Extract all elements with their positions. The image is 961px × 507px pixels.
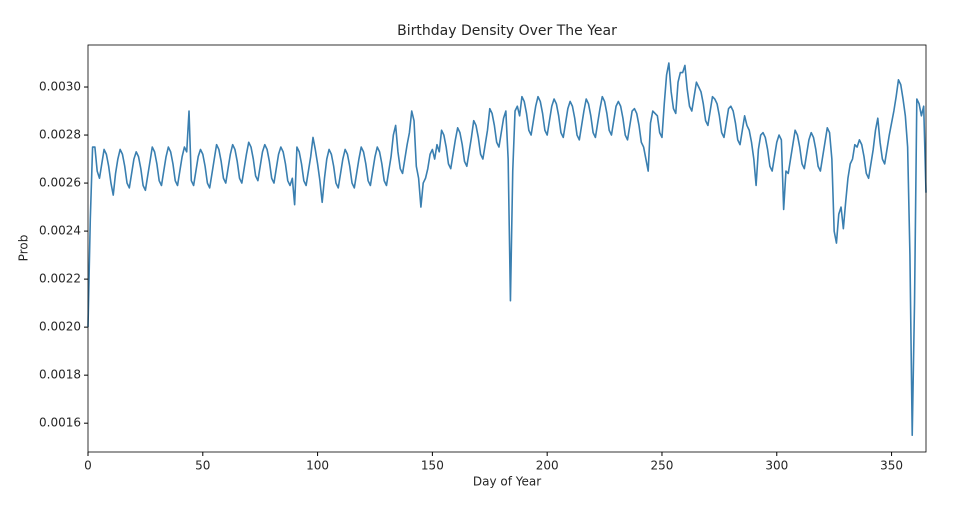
- chart-title: Birthday Density Over The Year: [397, 23, 617, 39]
- y-tick-label: 0.0028: [39, 128, 81, 142]
- x-tick-label: 300: [765, 459, 788, 473]
- x-tick-label: 350: [880, 459, 903, 473]
- x-axis-label: Day of Year: [473, 475, 541, 489]
- x-tick-label: 100: [306, 459, 329, 473]
- x-tick-label: 200: [536, 459, 559, 473]
- y-tick-label: 0.0018: [39, 368, 81, 382]
- plot-frame: [87, 44, 927, 453]
- x-tick-label: 50: [195, 459, 210, 473]
- data-line: [87, 62, 927, 436]
- y-tick-label: 0.0022: [39, 272, 81, 286]
- y-tick-label: 0.0030: [39, 80, 81, 94]
- y-tick-label: 0.0016: [39, 416, 81, 430]
- y-tick-label: 0.0020: [39, 320, 81, 334]
- y-tick-label: 0.0024: [39, 224, 81, 238]
- x-tick-label: 0: [84, 459, 92, 473]
- x-tick-label: 250: [651, 459, 674, 473]
- y-tick-label: 0.0026: [39, 176, 81, 190]
- y-axis-label: Prob: [17, 235, 31, 262]
- x-tick-label: 150: [421, 459, 444, 473]
